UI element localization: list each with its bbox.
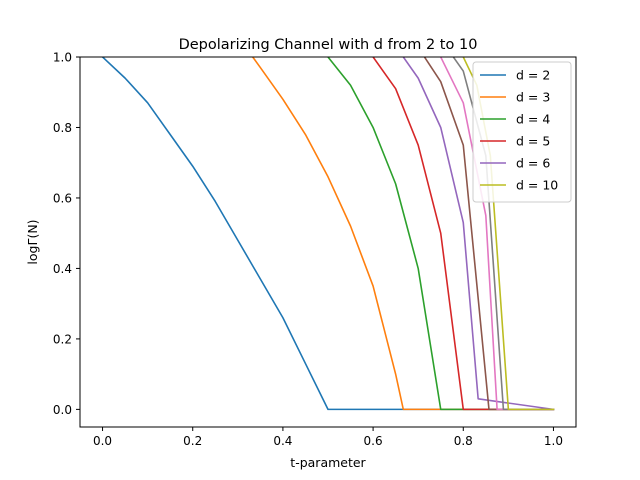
x-tick-label: 0.0	[93, 434, 112, 448]
legend-label: d = 5	[516, 134, 550, 149]
y-tick-label: 0.6	[53, 191, 72, 205]
legend-label: d = 10	[516, 178, 558, 193]
x-tick-label: 0.2	[183, 434, 202, 448]
legend: d = 2 d = 3 d = 4 d = 5 d = 6 d = 10	[472, 61, 572, 203]
y-tick-label: 0.8	[53, 121, 72, 135]
legend-label: d = 2	[516, 68, 550, 83]
x-tick-label: 1.0	[544, 434, 563, 448]
x-tick-label: 0.4	[273, 434, 292, 448]
series-line-0	[101, 57, 555, 411]
x-axis-label: t-parameter	[290, 455, 366, 470]
legend-label: d = 4	[516, 112, 550, 127]
y-axis-label: logΓ(N)	[25, 219, 40, 264]
legend-label: d = 3	[516, 90, 550, 105]
series-line-3	[372, 57, 555, 411]
x-tick-label: 0.6	[364, 434, 383, 448]
series-line-2	[326, 57, 555, 411]
series-line-1	[251, 57, 555, 411]
y-tick-label: 0.2	[53, 332, 72, 346]
legend-label: d = 6	[516, 156, 550, 171]
series-line-4	[402, 57, 555, 411]
plot-frame	[79, 56, 577, 428]
x-tick-label: 0.8	[454, 434, 473, 448]
y-tick-label: 0.4	[53, 262, 72, 276]
y-tick-label: 0.0	[53, 403, 72, 417]
y-tick-label: 1.0	[53, 51, 72, 65]
chart-title: Depolarizing Channel with d from 2 to 10	[179, 37, 478, 53]
